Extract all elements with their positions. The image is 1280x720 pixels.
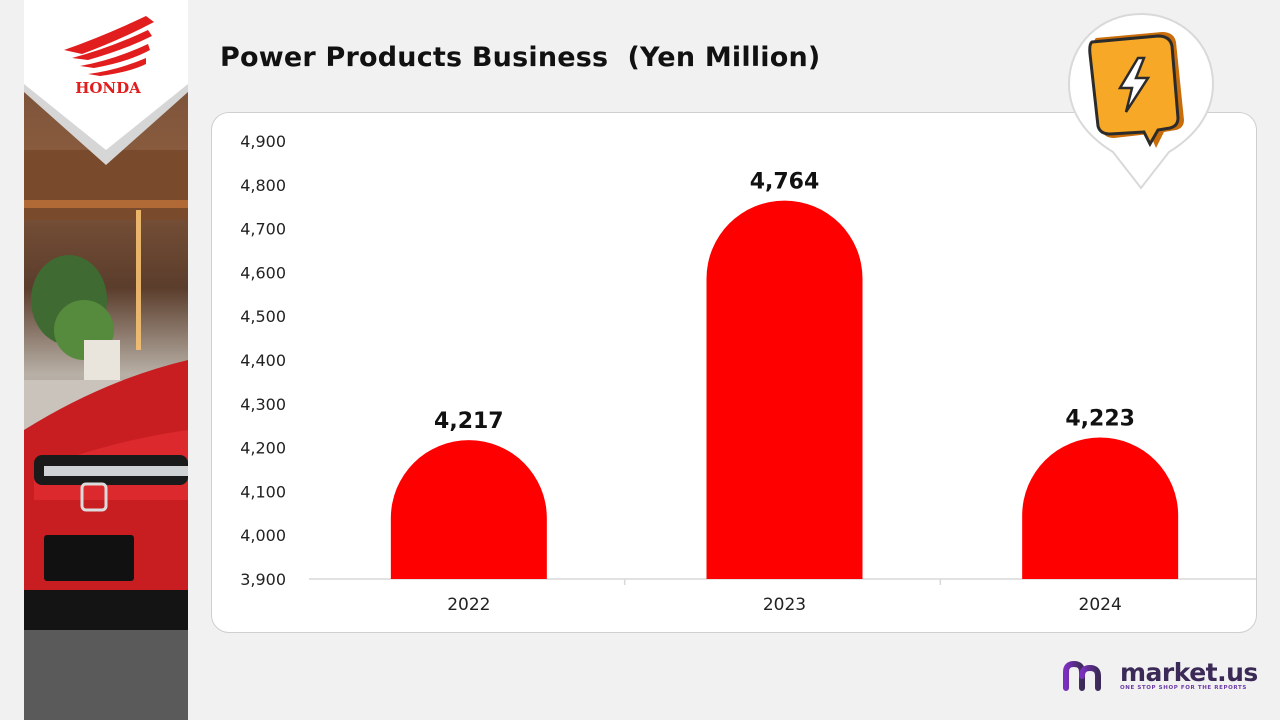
honda-logo: HONDA bbox=[24, 0, 188, 170]
page-title: Power Products Business (Yen Million) bbox=[220, 42, 821, 73]
y-tick-label: 4,000 bbox=[240, 526, 286, 545]
data-label: 4,764 bbox=[750, 170, 820, 195]
x-tick-label: 2023 bbox=[763, 595, 806, 615]
lightning-chat-icon bbox=[1066, 12, 1216, 194]
y-tick-label: 4,500 bbox=[240, 307, 286, 326]
brand-tagline: ONE STOP SHOP FOR THE REPORTS bbox=[1120, 685, 1247, 691]
bar-2023 bbox=[706, 200, 863, 579]
bar-chart: 3,900 4,000 4,100 4,200 4,300 4,400 4,500 4,600… bbox=[211, 112, 1257, 633]
y-tick-label: 4,300 bbox=[240, 395, 286, 414]
y-tick-label: 4,600 bbox=[240, 263, 286, 282]
brand-name: market.us bbox=[1120, 658, 1258, 687]
y-tick-label: 4,400 bbox=[240, 351, 286, 370]
y-tick-label: 4,100 bbox=[240, 482, 286, 501]
y-tick-label: 4,900 bbox=[240, 132, 286, 151]
y-tick-label: 4,200 bbox=[240, 439, 286, 458]
x-tick-label: 2022 bbox=[447, 595, 490, 615]
data-label: 4,217 bbox=[434, 409, 504, 434]
y-tick-label: 4,700 bbox=[240, 220, 286, 239]
data-label: 4,223 bbox=[1065, 407, 1135, 432]
logo-brand-text: HONDA bbox=[75, 79, 141, 97]
market-us-mark-icon bbox=[1063, 659, 1111, 691]
market-us-logo: market.us ONE STOP SHOP FOR THE REPORTS bbox=[1062, 658, 1262, 694]
x-tick-label: 2024 bbox=[1079, 595, 1122, 615]
y-tick-label: 3,900 bbox=[240, 570, 286, 589]
bar-2024 bbox=[1022, 437, 1179, 579]
y-tick-label: 4,800 bbox=[240, 176, 286, 195]
bar-2022 bbox=[390, 440, 547, 579]
